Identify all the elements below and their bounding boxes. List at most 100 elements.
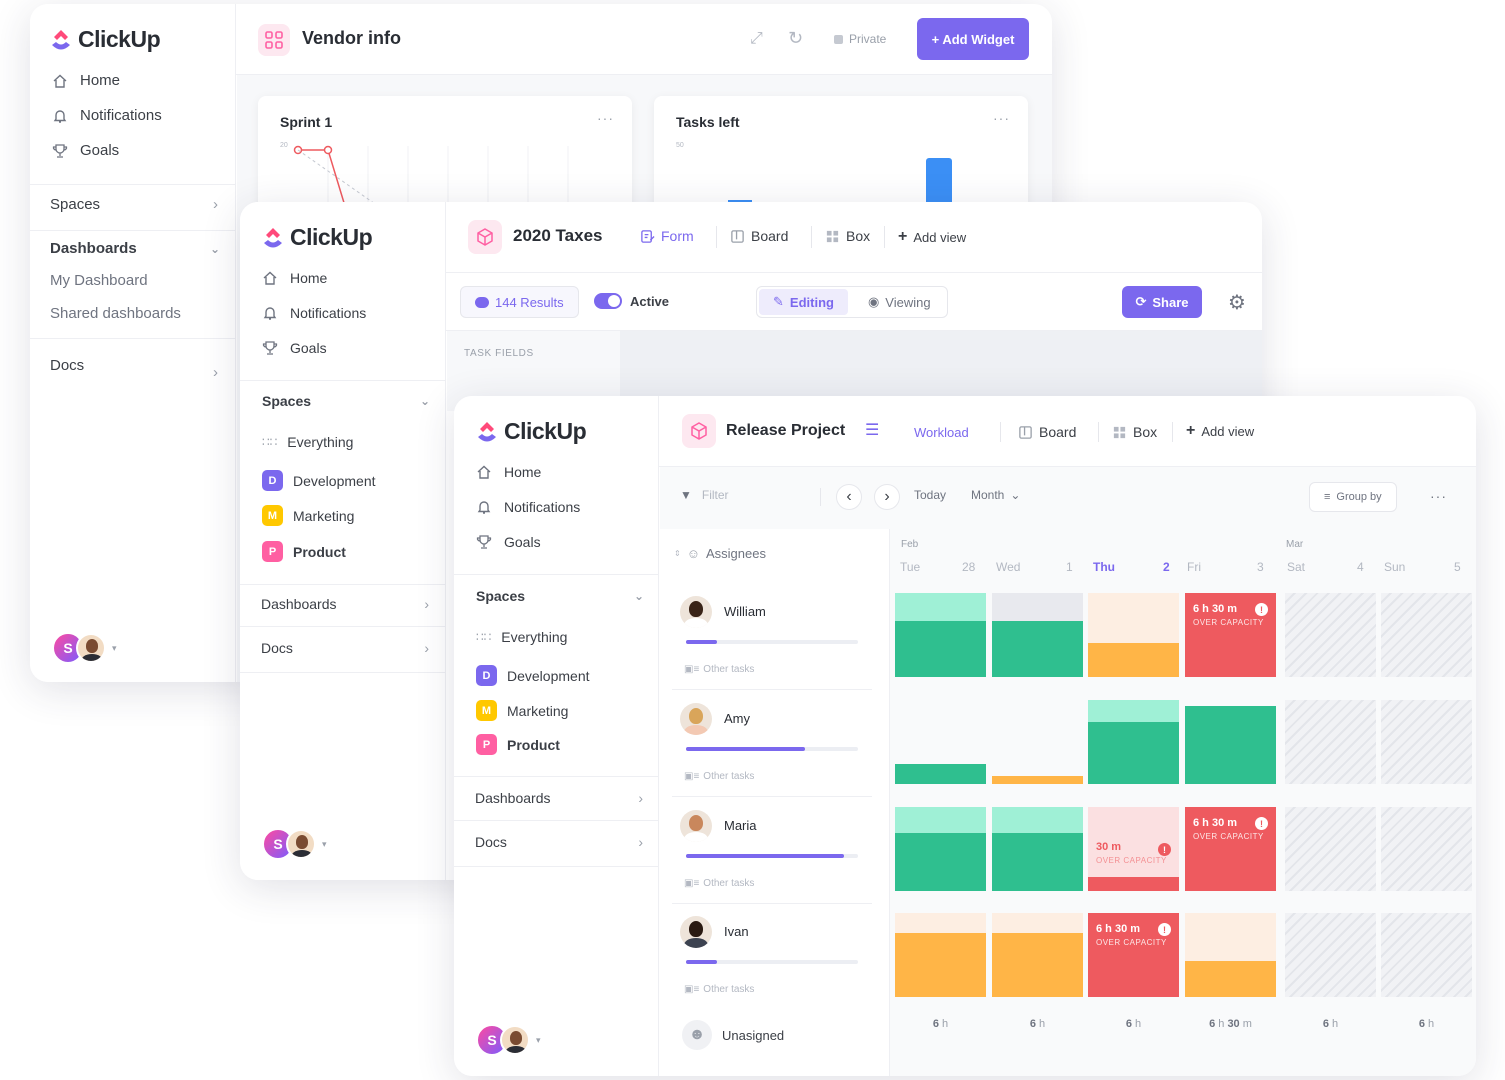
info-icon[interactable]: !: [1255, 603, 1268, 616]
assignee-name: Amy: [724, 711, 750, 726]
dashboards-section[interactable]: Dashboards ›: [261, 596, 429, 612]
nav-notifications[interactable]: Notifications: [476, 499, 580, 515]
docs-section[interactable]: Docs ›: [50, 350, 218, 381]
space-development[interactable]: D Development: [262, 470, 376, 491]
tab-form[interactable]: Form: [640, 228, 694, 244]
tab-workload-label: Workload: [914, 425, 969, 440]
more-icon[interactable]: ···: [993, 110, 1010, 126]
spaces-section[interactable]: Spaces ⌄: [476, 588, 644, 604]
over-capacity-cell[interactable]: 6 h 30 m OVER CAPACITY !: [1185, 593, 1276, 677]
viewing-button[interactable]: ◉ Viewing: [854, 289, 945, 315]
info-icon[interactable]: !: [1158, 843, 1171, 856]
workload-cell[interactable]: [1088, 593, 1179, 677]
avatar: [680, 810, 712, 842]
nav-notifications[interactable]: Notifications: [262, 305, 366, 321]
month-mar: Mar: [1286, 539, 1304, 550]
total-hours: 6: [1125, 1018, 1132, 1030]
month-feb: Feb: [901, 539, 919, 550]
share-button[interactable]: ⟳ Share: [1122, 286, 1202, 318]
space-marketing[interactable]: M Marketing: [476, 700, 568, 721]
shared-dashboards-label: Shared dashboards: [50, 305, 181, 322]
over-capacity-cell[interactable]: 30 m OVER CAPACITY !: [1088, 807, 1179, 891]
expand-icon[interactable]: ⤢: [750, 30, 763, 47]
day-total: 6 h: [992, 1018, 1083, 1030]
workload-cell[interactable]: [992, 593, 1083, 677]
info-icon[interactable]: !: [1255, 817, 1268, 830]
month-select[interactable]: Month ⌄: [971, 488, 1020, 502]
nav-goals[interactable]: Goals: [52, 142, 119, 159]
clickup-logo-icon: [478, 421, 496, 441]
docs-section[interactable]: Docs ›: [261, 640, 429, 656]
other-tasks-link[interactable]: ▣≡ Other tasks: [684, 984, 754, 995]
private-toggle[interactable]: Private: [834, 32, 886, 46]
workload-cell[interactable]: [895, 913, 986, 997]
add-view-button[interactable]: + Add view: [1186, 422, 1254, 440]
workload-cell[interactable]: [992, 913, 1083, 997]
filter-button[interactable]: ▼ Filter: [680, 488, 729, 502]
nav-home[interactable]: Home: [476, 464, 541, 480]
workload-cell[interactable]: [895, 807, 986, 891]
workload-cell[interactable]: [895, 593, 986, 677]
marketing-icon: M: [262, 505, 283, 526]
prev-button[interactable]: ‹: [836, 484, 862, 510]
shared-dashboards-item[interactable]: Shared dashboards: [50, 305, 181, 322]
trophy-icon: [52, 143, 68, 158]
tab-workload[interactable]: Workload: [914, 425, 969, 440]
user-avatars[interactable]: S ▾: [476, 1024, 541, 1056]
assignees-header[interactable]: ⇕ ☺ Assignees: [674, 546, 766, 561]
tab-box[interactable]: Box: [825, 228, 870, 244]
workload-cell[interactable]: [1185, 700, 1276, 784]
info-icon[interactable]: !: [1158, 923, 1171, 936]
refresh-icon[interactable]: ↻: [788, 28, 804, 48]
add-view-button[interactable]: + Add view: [898, 228, 966, 246]
dashboards-label: Dashboards: [261, 596, 337, 612]
space-development[interactable]: D Development: [476, 665, 590, 686]
workload-cell[interactable]: [992, 700, 1083, 784]
divider: [454, 776, 659, 777]
docs-section[interactable]: Docs ›: [475, 834, 643, 850]
other-tasks-link[interactable]: ▣≡ Other tasks: [684, 878, 754, 889]
spaces-section[interactable]: Spaces ›: [50, 196, 218, 213]
nav-goals[interactable]: Goals: [262, 340, 327, 356]
workload-cell[interactable]: [1185, 913, 1276, 997]
dashboards-section[interactable]: Dashboards ⌄: [50, 240, 220, 257]
dashboards-section[interactable]: Dashboards ›: [475, 790, 643, 806]
more-icon[interactable]: ···: [1430, 488, 1447, 504]
nav-notifications[interactable]: Notifications: [52, 107, 162, 124]
today-button[interactable]: Today: [914, 488, 947, 502]
space-marketing[interactable]: M Marketing: [262, 505, 354, 526]
over-capacity-cell[interactable]: 6 h 30 m OVER CAPACITY !: [1088, 913, 1179, 997]
space-everything[interactable]: ∷∷ Everything: [476, 629, 567, 645]
tab-box[interactable]: Box: [1112, 424, 1157, 440]
other-tasks-link[interactable]: ▣≡ Other tasks: [684, 771, 754, 782]
user-avatars[interactable]: S ▾: [52, 632, 117, 664]
workload-cell[interactable]: [1088, 700, 1179, 784]
workload-cell[interactable]: [895, 700, 986, 784]
add-widget-button[interactable]: + Add Widget: [917, 18, 1029, 60]
capacity-time: 6 h 30 m: [1193, 603, 1238, 615]
spaces-section[interactable]: Spaces ⌄: [262, 393, 430, 409]
space-product[interactable]: P Product: [476, 734, 560, 755]
chevron-right-icon: ›: [424, 640, 429, 656]
nav-home[interactable]: Home: [262, 270, 327, 286]
editing-button[interactable]: ✎ Editing: [759, 289, 848, 315]
tab-board[interactable]: Board: [730, 228, 788, 244]
day-total: 6 h: [1088, 1018, 1179, 1030]
space-product[interactable]: P Product: [262, 541, 346, 562]
nav-goals[interactable]: Goals: [476, 534, 541, 550]
space-everything[interactable]: ∷∷ Everything: [262, 434, 353, 450]
workload-cell[interactable]: [992, 807, 1083, 891]
capacity-fill: [686, 960, 717, 964]
nav-home[interactable]: Home: [52, 72, 120, 89]
active-toggle[interactable]: Active: [594, 293, 669, 309]
gear-icon[interactable]: ⚙: [1228, 292, 1246, 314]
tab-board[interactable]: Board: [1018, 424, 1076, 440]
more-icon[interactable]: ···: [597, 110, 614, 126]
next-button[interactable]: ›: [874, 484, 900, 510]
unassigned-row[interactable]: ☻ Unasigned: [682, 1020, 784, 1050]
user-avatars[interactable]: S ▾: [262, 828, 327, 860]
my-dashboard-item[interactable]: My Dashboard: [50, 272, 148, 289]
other-tasks-link[interactable]: ▣≡ Other tasks: [684, 664, 754, 675]
group-by-button[interactable]: ≡ Group by: [1309, 482, 1397, 512]
over-capacity-cell[interactable]: 6 h 30 m OVER CAPACITY !: [1185, 807, 1276, 891]
